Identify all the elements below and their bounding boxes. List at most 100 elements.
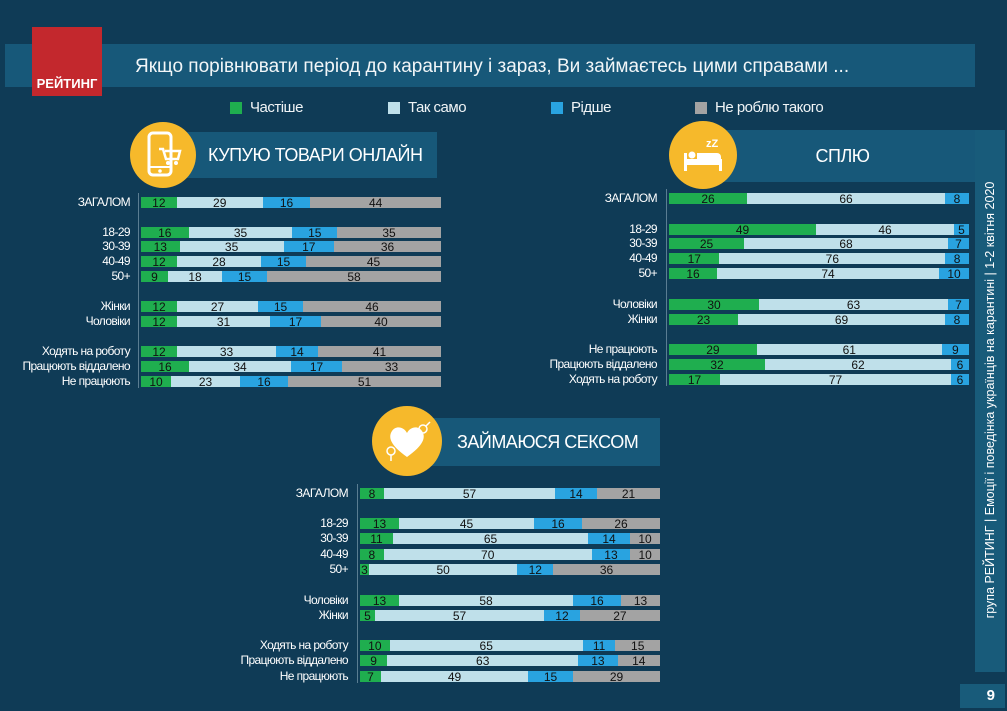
- bar-segment-less: 7: [948, 299, 969, 311]
- bar-segment-same: 31: [177, 316, 270, 328]
- bar-segment-less: 14: [588, 533, 630, 545]
- legend-item-less: Рідше: [551, 99, 611, 116]
- row-label: Жінки: [318, 608, 349, 622]
- bar-segment-dont: 21: [597, 488, 660, 500]
- bar-segment-less: 15: [292, 227, 338, 239]
- bar-segment-less: 14: [555, 488, 597, 500]
- sleeping-bed-icon: zZ: [669, 121, 737, 189]
- logo: РЕЙТИНГ: [32, 27, 102, 96]
- row-label: 50+: [638, 266, 657, 280]
- bar-segment-more: 8: [360, 549, 384, 561]
- bar-segment-more: 10: [141, 376, 171, 388]
- bar-segment-dont: 36: [334, 241, 441, 253]
- hearts-icon: [372, 406, 442, 476]
- side-panel: [975, 130, 1005, 672]
- row-label: 30-39: [629, 236, 657, 250]
- bar-segment-same: 77: [720, 374, 951, 386]
- bar-segment-less: 5: [954, 224, 969, 236]
- row-label: 40-49: [629, 251, 657, 265]
- row-label: ЗАГАЛОМ: [295, 486, 349, 500]
- bar-segment-same: 33: [177, 346, 276, 358]
- bar-segment-same: 57: [374, 610, 545, 622]
- bar-segment-same: 57: [384, 488, 555, 500]
- bar-segment-same: 63: [387, 655, 579, 667]
- bar-segment-less: 13: [578, 655, 618, 667]
- bar-segment-less: 15: [261, 256, 306, 268]
- row-label: Не працюють: [61, 374, 131, 388]
- row-label: Ходять на роботу: [568, 372, 658, 386]
- chart-title: ЗАЙМАЮСЯ СЕКСОМ: [457, 431, 639, 452]
- bar-segment-same: 68: [744, 238, 948, 250]
- bar-segment-same: 35: [188, 227, 293, 239]
- bar-segment-same: 69: [738, 314, 945, 326]
- bar-segment-same: 58: [399, 595, 573, 607]
- bar-segment-dont: 10: [630, 549, 660, 561]
- row-label: 40-49: [102, 254, 130, 268]
- bar-segment-more: 49: [669, 224, 816, 236]
- row-label: Ходять на роботу: [41, 344, 131, 358]
- row-label: 18-29: [102, 225, 130, 239]
- legend-swatch: [695, 101, 707, 114]
- bar-segment-more: 26: [669, 193, 747, 205]
- chart-axis: [357, 484, 358, 683]
- bar-segment-dont: 40: [321, 316, 441, 328]
- bar-segment-same: 65: [389, 640, 583, 652]
- source-caption: група РЕЙТИНГ | Емоції і поведінка украї…: [983, 181, 997, 619]
- chart-axis: [666, 189, 667, 386]
- bar-segment-less: 16: [240, 376, 288, 388]
- bar-segment-dont: 41: [318, 346, 441, 358]
- bar-segment-more: 17: [669, 253, 720, 265]
- bar-segment-more: 12: [141, 197, 177, 209]
- bar-segment-less: 11: [582, 640, 616, 652]
- bar-segment-dont: 35: [337, 227, 441, 239]
- phone-cart-icon: [130, 122, 196, 188]
- row-label: Жінки: [627, 312, 658, 326]
- bar-segment-same: 45: [399, 518, 534, 530]
- row-label: 18-29: [629, 222, 657, 236]
- bar-segment-dont: 26: [582, 518, 660, 530]
- bar-segment-less: 17: [270, 316, 321, 328]
- bar-segment-less: 15: [222, 271, 267, 283]
- chart-header-sleep: СПЛЮ: [700, 130, 975, 182]
- row-label: Жінки: [100, 299, 131, 313]
- bar-segment-dont: 14: [617, 655, 660, 667]
- row-label: Чоловіки: [85, 314, 131, 328]
- bar-segment-less: 8: [945, 193, 969, 205]
- bar-segment-more: 11: [360, 533, 393, 545]
- bar-segment-less: 15: [528, 671, 573, 683]
- row-label: 30-39: [102, 239, 130, 253]
- bar-segment-same: 62: [765, 359, 951, 371]
- bar-segment-more: 12: [141, 316, 177, 328]
- legend-item-same: Так само: [388, 99, 467, 116]
- bar-segment-more: 9: [141, 271, 168, 283]
- bar-segment-less: 16: [573, 595, 621, 607]
- bar-segment-less: 16: [262, 197, 311, 209]
- legend-label: Так само: [408, 99, 467, 116]
- legend-label: Частіше: [250, 99, 303, 116]
- bar-segment-same: 50: [368, 564, 518, 576]
- legend-swatch: [230, 101, 242, 114]
- legend-label: Не роблю такого: [715, 99, 824, 116]
- bar-segment-same: 34: [189, 361, 291, 373]
- bar-segment-more: 3: [360, 563, 369, 577]
- bar-segment-dont: 51: [288, 376, 441, 388]
- legend-swatch: [388, 101, 400, 114]
- row-label: Працюють віддалено: [549, 357, 657, 371]
- row-label: Ходять на роботу: [259, 638, 349, 652]
- bar-segment-same: 74: [717, 268, 939, 280]
- bar-segment-less: 12: [517, 564, 554, 576]
- bar-segment-less: 14: [276, 346, 318, 358]
- chart-axis: [138, 193, 139, 388]
- bar-segment-more: 13: [360, 595, 399, 607]
- bar-segment-more: 7: [360, 671, 381, 683]
- bar-segment-same: 28: [177, 256, 261, 268]
- bar-segment-same: 29: [176, 197, 263, 209]
- bar-segment-same: 23: [171, 376, 240, 388]
- row-label: 18-29: [320, 516, 348, 530]
- bar-segment-dont: 27: [579, 610, 660, 622]
- bar-segment-same: 46: [816, 224, 954, 236]
- bar-segment-same: 63: [759, 299, 948, 311]
- bar-segment-same: 18: [168, 271, 222, 283]
- row-label: Чоловіки: [303, 593, 349, 607]
- bar-segment-less: 17: [283, 241, 335, 253]
